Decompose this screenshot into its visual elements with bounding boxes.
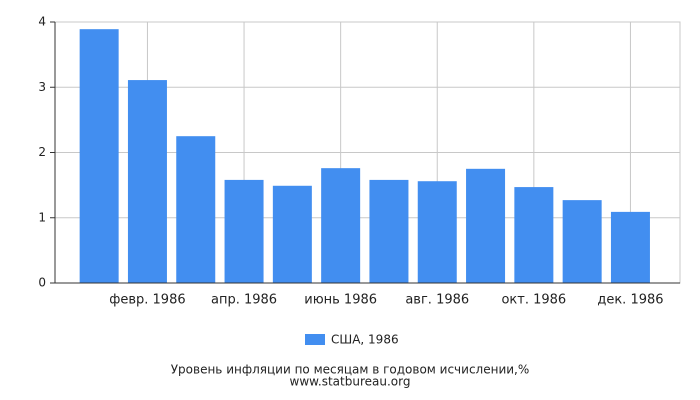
y-tick-label: 2	[38, 145, 46, 159]
chart-subtitle: www.statbureau.org	[290, 375, 411, 389]
x-tick-label: дек. 1986	[597, 293, 663, 308]
x-tick-label: окт. 1986	[501, 293, 566, 308]
bar	[369, 179, 409, 283]
bar	[127, 80, 167, 283]
bar	[562, 200, 602, 283]
bar	[224, 179, 264, 283]
y-tick-label: 4	[38, 15, 46, 29]
bar	[466, 168, 506, 283]
bar	[610, 211, 650, 283]
bar	[176, 136, 216, 283]
legend-swatch	[305, 334, 325, 345]
y-tick-label: 3	[38, 80, 46, 94]
x-tick-label: июнь 1986	[304, 293, 377, 308]
bar	[321, 168, 361, 283]
bar	[272, 185, 312, 283]
bar	[514, 187, 554, 283]
x-tick-label: апр. 1986	[211, 293, 277, 308]
x-tick-label: авг. 1986	[405, 293, 469, 308]
bar	[417, 181, 457, 283]
y-tick-label: 0	[38, 276, 46, 290]
legend-label: США, 1986	[331, 333, 399, 347]
chart-title: Уровень инфляции по месяцам в годовом ис…	[171, 363, 530, 377]
bar	[79, 29, 119, 283]
x-tick-label: февр. 1986	[109, 293, 185, 308]
y-tick-label: 1	[38, 210, 46, 224]
